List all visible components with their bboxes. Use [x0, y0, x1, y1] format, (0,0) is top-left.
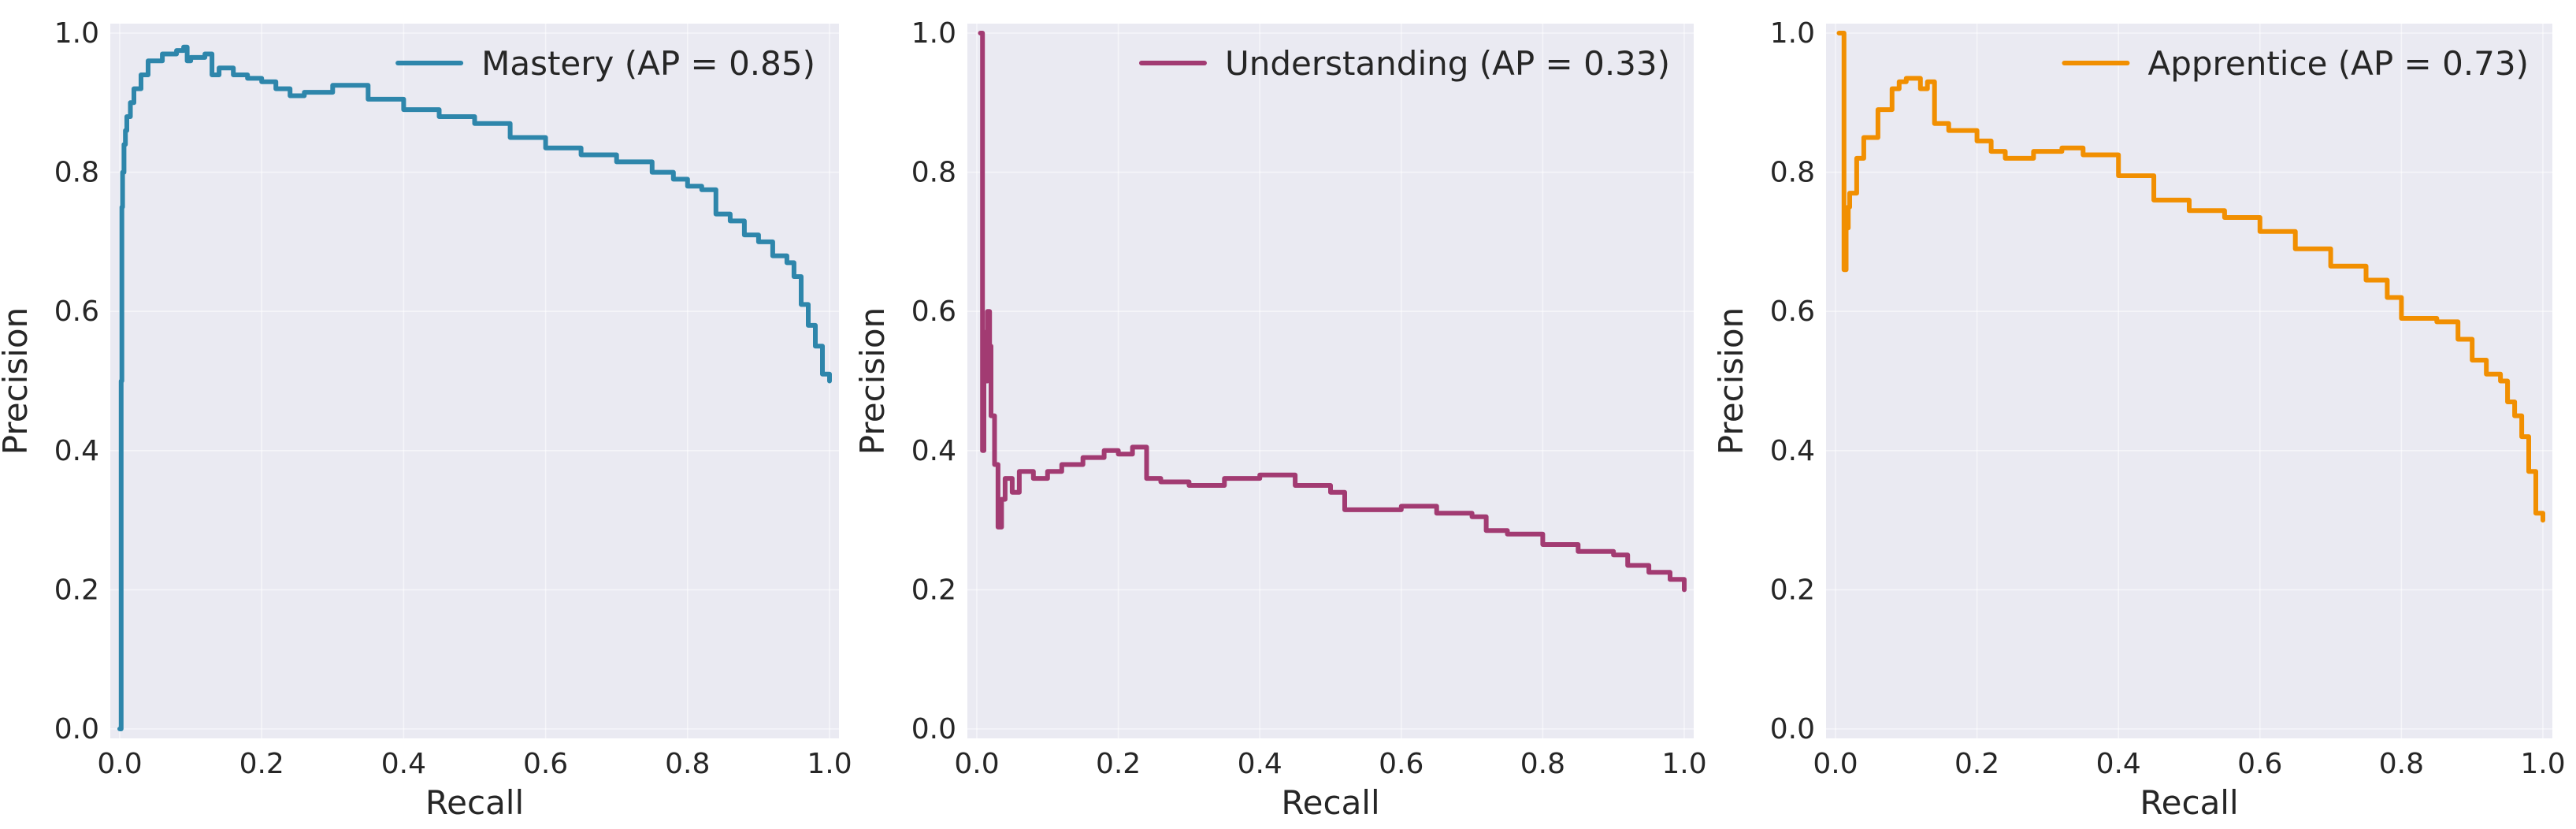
legend: Understanding (AP = 0.33)	[1138, 44, 1670, 83]
pr-curve-series	[117, 44, 832, 731]
x-tick-label: 0.2	[1954, 748, 1999, 780]
x-tick-label: 0.6	[523, 748, 568, 780]
y-tick-label: 0.8	[54, 157, 99, 189]
x-axis-label: Recall	[425, 783, 524, 822]
mastery-panel: 0.0 0.2 0.4 0.6 0.8 1.0 0.0 0.2 0.4 0.6 0.8 1.0 Reca…	[0, 17, 852, 822]
pr-curve-series	[1836, 31, 2545, 523]
x-tick-label: 0.8	[665, 748, 710, 780]
y-tick-label: 0.6	[54, 296, 99, 328]
legend-label: Mastery (AP = 0.85)	[481, 44, 815, 83]
y-tick-label: 0.4	[54, 435, 99, 467]
y-axis-label: Precision	[0, 307, 35, 455]
y-tick-label: 0.2	[1770, 574, 1815, 606]
y-tick-label: 0.4	[1770, 435, 1815, 467]
legend-label: Apprentice (AP = 0.73)	[2147, 44, 2529, 83]
x-tick-label: 0.8	[2379, 748, 2424, 780]
x-tick-label: 1.0	[1661, 748, 1706, 780]
legend-label: Understanding (AP = 0.33)	[1225, 44, 1670, 83]
x-tick-label: 0.4	[381, 748, 426, 780]
y-tick-label: 1.0	[54, 17, 99, 50]
y-tick-label: 0.8	[911, 157, 956, 189]
understanding-panel: 0.0 0.2 0.4 0.6 0.8 1.0 0.0 0.2 0.4 0.6 0.8 1.0 Reca…	[853, 17, 1707, 822]
y-tick-label: 0.2	[911, 574, 956, 606]
x-tick-label: 1.0	[2520, 748, 2565, 780]
x-tick-label: 0.0	[1813, 748, 1858, 780]
legend: Apprentice (AP = 0.73)	[2062, 44, 2529, 83]
y-tick-label: 0.6	[1770, 296, 1815, 328]
x-axis-label: Recall	[1281, 783, 1379, 822]
x-tick-label: 1.0	[807, 748, 852, 780]
x-tick-label: 0.2	[1096, 748, 1141, 780]
x-tick-label: 0.4	[2096, 748, 2141, 780]
y-axis-label: Precision	[1712, 307, 1750, 455]
x-tick-label: 0.0	[954, 748, 999, 780]
pr-curve-series	[978, 31, 1687, 593]
y-tick-label: 0.8	[1770, 157, 1815, 189]
x-tick-label: 0.0	[97, 748, 142, 780]
y-axis-label: Precision	[853, 307, 892, 455]
x-tick-label: 0.6	[2237, 748, 2282, 780]
legend: Mastery (AP = 0.85)	[395, 44, 815, 83]
x-axis-label: Recall	[2140, 783, 2238, 822]
y-tick-label: 1.0	[911, 17, 956, 50]
x-tick-label: 0.6	[1379, 748, 1423, 780]
y-tick-label: 0.2	[54, 574, 99, 606]
plot-area	[110, 24, 839, 738]
plot-area	[967, 24, 1694, 738]
y-tick-label: 0.4	[911, 435, 956, 467]
apprentice-panel: 0.0 0.2 0.4 0.6 0.8 1.0 0.0 0.2 0.4 0.6 0.8 1.0 Reca…	[1712, 17, 2566, 822]
y-tick-label: 0.0	[911, 713, 956, 745]
plot-area	[1826, 24, 2552, 738]
y-tick-label: 0.6	[911, 296, 956, 328]
y-tick-label: 0.0	[1770, 713, 1815, 745]
y-tick-label: 1.0	[1770, 17, 1815, 50]
y-tick-label: 0.0	[54, 713, 99, 745]
x-tick-label: 0.2	[239, 748, 284, 780]
x-tick-label: 0.4	[1238, 748, 1282, 780]
x-tick-label: 0.8	[1520, 748, 1565, 780]
